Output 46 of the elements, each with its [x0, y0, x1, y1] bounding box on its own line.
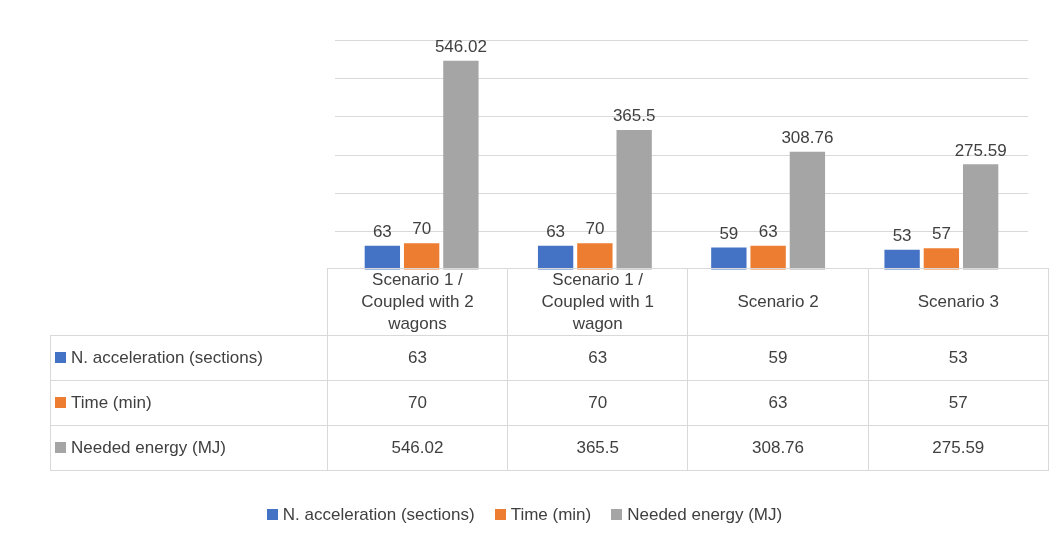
x-tick-label: Scenario 1 / Coupled with 1 wagon: [507, 268, 688, 336]
annotation: 53: [892, 225, 912, 245]
annotation: 365.5: [612, 106, 656, 126]
data-label: 59: [687, 335, 869, 381]
annotation: 63: [546, 222, 566, 242]
data-label: 546.02: [327, 425, 508, 471]
data-label: 63: [687, 380, 869, 426]
data-label: 63: [327, 335, 508, 381]
text: Time (min): [71, 393, 152, 412]
bar: [789, 151, 826, 270]
x-tick-label: Scenario 1 / Coupled with 2 wagons: [327, 268, 508, 336]
annotation: 275.59: [954, 140, 1007, 160]
legend-label: N. acceleration (sections): [50, 335, 328, 381]
x-tick-label: Scenario 3: [868, 268, 1049, 336]
annotation: 63: [758, 222, 778, 242]
text: Needed energy (MJ): [71, 438, 226, 457]
data-label: 63: [507, 335, 688, 381]
data-label: 53: [868, 335, 1049, 381]
data-label: 308.76: [687, 425, 869, 471]
annotation: 308.76: [781, 127, 834, 147]
annotation: 546.02: [434, 36, 487, 56]
bar: [537, 245, 574, 270]
bar: [403, 243, 440, 270]
data-label: 70: [507, 380, 688, 426]
bar: [577, 243, 613, 270]
data-label: 57: [868, 380, 1049, 426]
data-label: 70: [327, 380, 508, 426]
legend-label: Time (min): [509, 505, 592, 524]
bar: [711, 247, 747, 270]
data-label: 275.59: [868, 425, 1049, 471]
bar: [923, 248, 960, 270]
bar: [616, 129, 652, 270]
annotation: 59: [719, 223, 739, 243]
annotation: 57: [931, 224, 951, 244]
bar: [443, 60, 479, 270]
text: N. acceleration (sections): [282, 505, 475, 524]
bar: [962, 164, 999, 270]
data-label: 365.5: [507, 425, 688, 471]
x-tick-label: Scenario 2: [687, 268, 869, 336]
bar: [364, 245, 401, 270]
bar: [750, 245, 786, 270]
annotation: 70: [412, 219, 432, 239]
annotation: 70: [585, 219, 605, 239]
annotation: 63: [372, 222, 392, 242]
legend-label: Needed energy (MJ): [626, 505, 783, 524]
bar: [884, 249, 920, 270]
